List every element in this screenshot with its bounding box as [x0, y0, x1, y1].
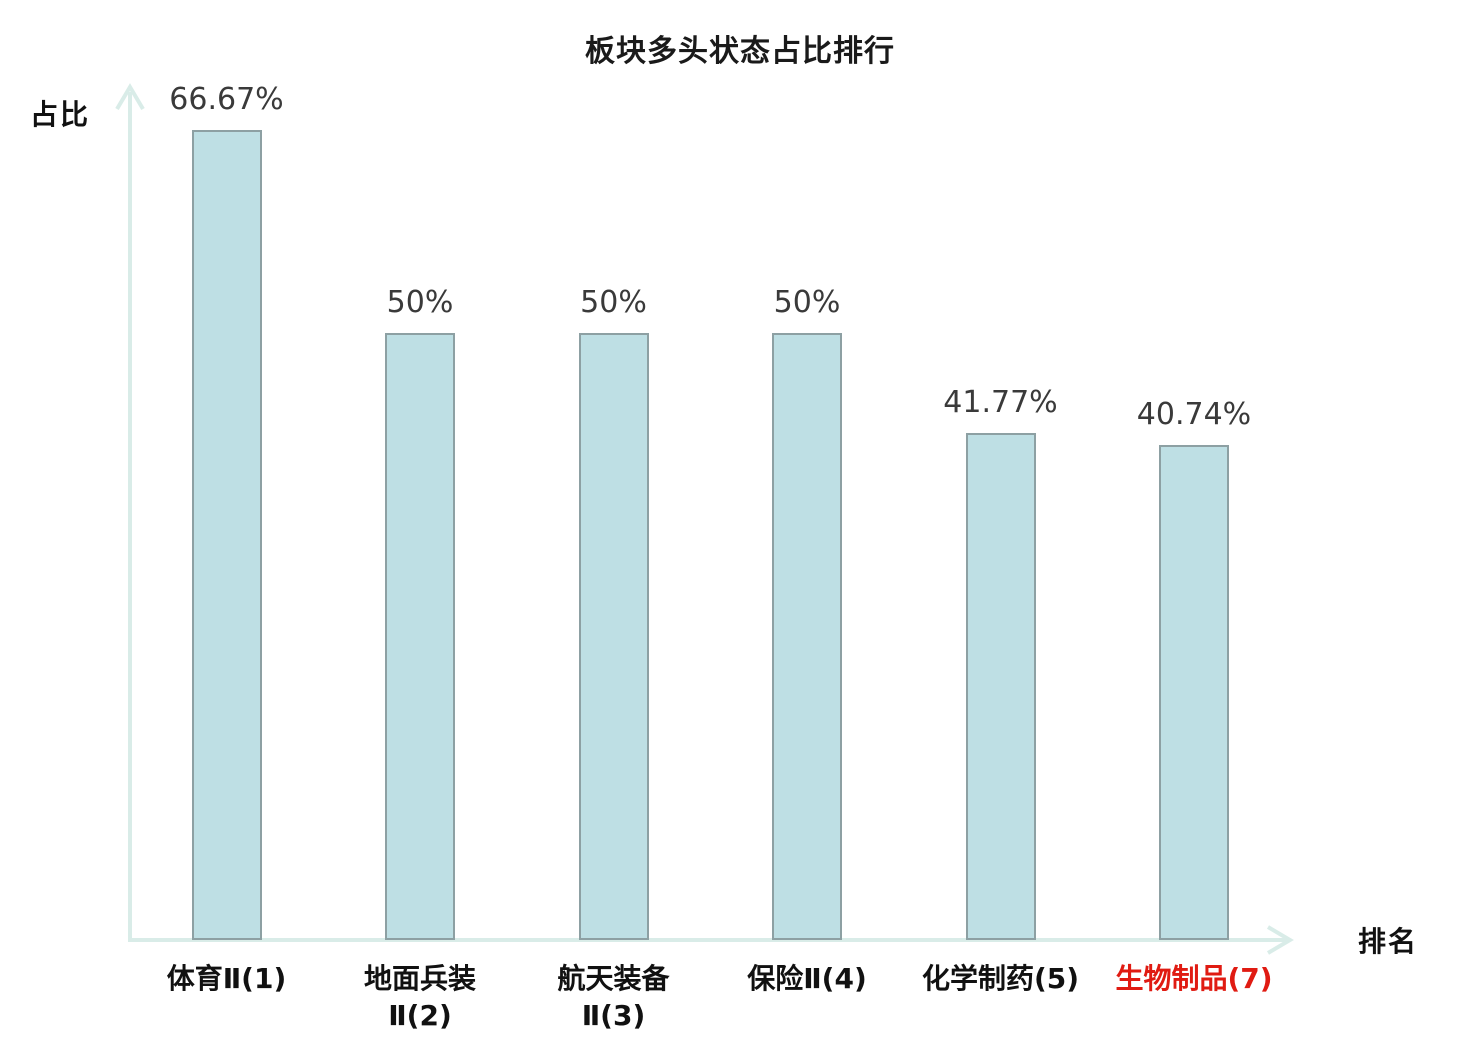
- x-axis-label: 排名: [1358, 925, 1419, 958]
- x-tick-label: 体育Ⅱ(1): [166, 962, 287, 995]
- bar-value-label: 50%: [580, 285, 647, 320]
- y-axis-arrow-icon: [115, 83, 145, 111]
- bar: [1159, 445, 1229, 940]
- bar: [385, 333, 455, 940]
- x-tick-label: 生物制品(7): [1115, 962, 1273, 995]
- x-tick-label: 地面兵装 Ⅱ(2): [363, 962, 476, 1032]
- bar-value-label: 40.74%: [1136, 397, 1252, 432]
- x-tick-label: 保险Ⅱ(4): [747, 962, 867, 995]
- bar-value-label: 50%: [386, 285, 454, 320]
- x-tick-label: 航天装备 Ⅱ(3): [557, 962, 670, 1032]
- bar-value-label: 66.67%: [169, 82, 284, 117]
- y-axis-label: 占比: [30, 98, 91, 131]
- bar: [965, 433, 1036, 940]
- chart-title: 板块多头状态占比排行: [585, 34, 895, 69]
- bar: [578, 333, 649, 940]
- bar: [772, 333, 842, 940]
- bar-value-label: 50%: [773, 285, 841, 320]
- bar: [191, 130, 262, 940]
- bar-value-label: 41.77%: [943, 385, 1058, 420]
- x-axis-arrow-icon: [1266, 925, 1294, 955]
- x-tick-label: 化学制药(5): [921, 962, 1080, 995]
